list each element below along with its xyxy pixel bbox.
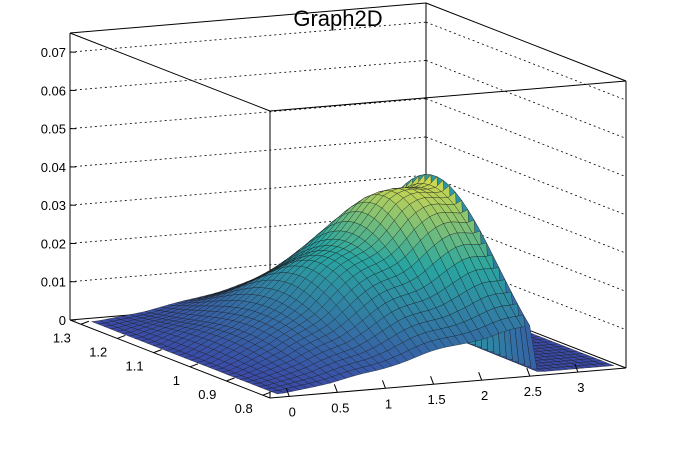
x-tick-mark (478, 371, 483, 381)
x-tick-mark (574, 363, 579, 373)
z-tick-label: 0.01 (41, 275, 66, 290)
x-tick-mark (333, 384, 338, 393)
frame-edge (269, 80, 627, 112)
x-tick-label: 3 (577, 380, 584, 395)
x-axis-ticks: 0 0.5 1 1.5 2 2.5 3 (285, 363, 585, 419)
x-tick-label: 0 (289, 404, 296, 419)
x-tick-label: 2.5 (524, 384, 542, 399)
x-tick-mark (430, 376, 435, 385)
x-tick-label: 1.5 (428, 392, 446, 407)
frame-edge (69, 2, 427, 34)
z-gridline (425, 60, 627, 139)
x-tick-mark (381, 380, 386, 389)
x-tick-mark (285, 388, 290, 397)
x-tick-label: 1 (385, 396, 392, 411)
z-gridline (69, 136, 427, 168)
z-tick-label: 0 (59, 313, 66, 328)
z-tick-label: 0.06 (41, 83, 66, 98)
z-tick-label: 0.03 (41, 198, 66, 213)
y-axis-ticks: 0.8 0.9 1 1.1 1.2 1.3 (53, 320, 271, 416)
z-tick-label: 0.07 (41, 45, 66, 60)
y-tick-label: 0.9 (198, 387, 216, 402)
surface-cell (600, 363, 614, 367)
y-tick-label: 1.3 (53, 330, 71, 345)
z-gridline (69, 98, 427, 130)
x-tick-mark (526, 367, 531, 377)
y-tick-mark (153, 349, 162, 354)
x-tick-label: 2 (481, 388, 488, 403)
z-gridline (69, 60, 427, 91)
z-tick-label: 0.04 (41, 160, 66, 175)
z-gridline (425, 98, 627, 178)
y-tick-mark (189, 363, 199, 368)
frame-edge (69, 319, 271, 399)
y-tick-mark (80, 320, 90, 325)
surface (91, 174, 614, 395)
y-tick-label: 0.8 (235, 401, 253, 416)
z-gridline (425, 21, 627, 101)
frame-edge (269, 367, 627, 399)
y-tick-label: 1 (173, 373, 180, 388)
z-gridline (425, 136, 627, 216)
z-tick-label: 0.02 (41, 236, 66, 251)
y-tick-label: 1.1 (126, 359, 144, 374)
z-gridline (425, 174, 627, 254)
y-tick-mark (226, 377, 235, 382)
y-tick-mark (117, 334, 126, 339)
x-tick-label: 0.5 (331, 400, 349, 415)
z-axis-ticks: 0 0.01 0.02 0.03 0.04 0.05 0.06 0.07 (41, 45, 76, 328)
frame-edge (69, 32, 271, 112)
y-tick-label: 1.2 (89, 344, 107, 359)
frame-edge (425, 2, 627, 82)
y-tick-mark (262, 391, 271, 396)
z-tick-label: 0.05 (41, 122, 66, 137)
